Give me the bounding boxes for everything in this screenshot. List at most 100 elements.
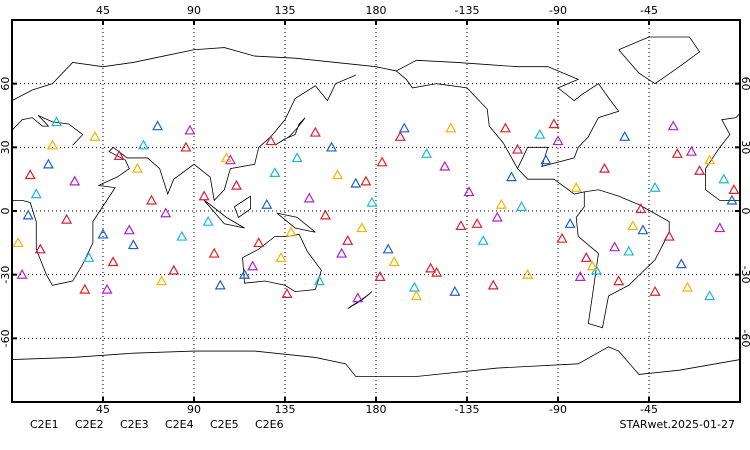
marker-triangle xyxy=(516,201,528,211)
marker-triangle xyxy=(421,147,433,158)
coastline xyxy=(276,212,316,233)
marker-triangle xyxy=(261,198,273,209)
marker-triangle xyxy=(137,139,149,150)
marker-triangle xyxy=(30,188,42,199)
marker-triangle xyxy=(449,285,461,296)
marker-triangle xyxy=(619,130,631,141)
coastline xyxy=(575,189,670,329)
marker-triangle xyxy=(471,217,483,228)
marker-triangle xyxy=(548,118,560,129)
annotation: STARwet.2025-01-27 xyxy=(619,418,735,431)
y-tick-label: 0 xyxy=(739,208,750,215)
marker-triangle xyxy=(491,211,503,222)
marker-triangle xyxy=(89,130,101,141)
marker-triangle xyxy=(313,275,325,286)
marker-triangle xyxy=(160,207,172,218)
x-tick-label: 135 xyxy=(275,403,296,416)
marker-triangle xyxy=(220,152,232,163)
marker-triangle xyxy=(69,175,81,186)
coastline xyxy=(11,346,741,377)
marker-triangle xyxy=(12,237,24,248)
marker-triangle xyxy=(445,122,457,133)
coastline xyxy=(705,113,741,201)
marker-triangle xyxy=(356,222,368,233)
marker-triangle xyxy=(455,220,467,231)
marker-triangle xyxy=(224,154,236,165)
coastline xyxy=(618,36,701,85)
marker-triangle xyxy=(556,232,568,243)
x-tick-label: 90 xyxy=(187,403,201,416)
marker-triangle xyxy=(374,271,386,281)
legend-entry: C2E6 xyxy=(255,418,284,431)
marker-triangle xyxy=(350,177,362,188)
marker-triangle xyxy=(534,128,546,139)
y-tick-label: 60 xyxy=(0,77,12,91)
marker-triangle xyxy=(574,271,586,281)
marker-triangle xyxy=(671,147,683,158)
marker-triangle xyxy=(580,251,592,262)
marker-triangle xyxy=(325,141,338,152)
marker-triangle xyxy=(101,283,113,294)
marker-triangle xyxy=(649,285,661,296)
x-tick-label: 180 xyxy=(366,403,387,416)
marker-triangle xyxy=(275,251,287,262)
coastline xyxy=(242,233,322,293)
marker-triangle xyxy=(505,171,518,182)
marker-triangle xyxy=(675,258,687,269)
marker-triangle xyxy=(16,268,28,279)
marker-triangle xyxy=(623,245,635,256)
marker-triangle xyxy=(410,290,422,301)
coastline xyxy=(395,70,518,169)
legend-entry: C2E3 xyxy=(120,418,149,431)
marker-triangle xyxy=(627,220,639,231)
marker-triangle xyxy=(113,150,125,161)
marker-triangle xyxy=(198,190,210,201)
y-tick-label: -30 xyxy=(0,266,12,284)
marker-triangle xyxy=(309,126,321,137)
marker-triangle xyxy=(613,275,625,286)
marker-triangle xyxy=(388,256,400,267)
marker-triangle xyxy=(79,283,91,294)
marker-triangle xyxy=(24,169,36,180)
marker-triangle xyxy=(463,186,475,197)
marker-triangle xyxy=(487,279,499,290)
marker-triangle xyxy=(46,139,58,150)
marker-triangle xyxy=(570,181,582,192)
marker-triangle xyxy=(477,234,489,245)
marker-triangle xyxy=(184,124,196,135)
coastline xyxy=(11,47,397,101)
marker-triangle xyxy=(332,169,344,180)
marker-triangle xyxy=(342,234,354,245)
marker-triangle xyxy=(694,164,706,175)
x-tick-label: 90 xyxy=(187,4,201,17)
legend-entry: C2E1 xyxy=(30,418,59,431)
marker-triangle xyxy=(439,160,451,171)
marker-triangle xyxy=(97,228,109,239)
marker-triangle xyxy=(540,154,552,165)
marker-triangle xyxy=(663,230,675,241)
marker-triangle xyxy=(269,167,281,177)
marker-triangle xyxy=(336,247,348,258)
marker-triangle xyxy=(202,215,214,226)
marker-triangle xyxy=(398,122,410,133)
marker-triangle xyxy=(176,230,188,241)
coastline xyxy=(274,117,306,146)
x-tick-label: -135 xyxy=(455,4,480,17)
grid xyxy=(12,20,740,402)
x-tick-label: 45 xyxy=(96,403,110,416)
coastlines xyxy=(11,36,741,377)
marker-triangle xyxy=(285,226,297,237)
y-tick-label: 30 xyxy=(739,140,750,154)
marker-triangle xyxy=(83,251,95,262)
marker-triangle xyxy=(552,135,564,146)
marker-triangle xyxy=(208,247,220,258)
marker-triangle xyxy=(382,243,394,254)
marker-triangle xyxy=(512,143,524,154)
marker-triangle xyxy=(352,292,364,303)
x-tick-label: -45 xyxy=(640,403,658,416)
marker-triangle xyxy=(718,173,730,184)
marker-triangle xyxy=(156,275,168,286)
marker-triangle xyxy=(146,194,158,205)
x-tick-label: 135 xyxy=(275,4,296,17)
